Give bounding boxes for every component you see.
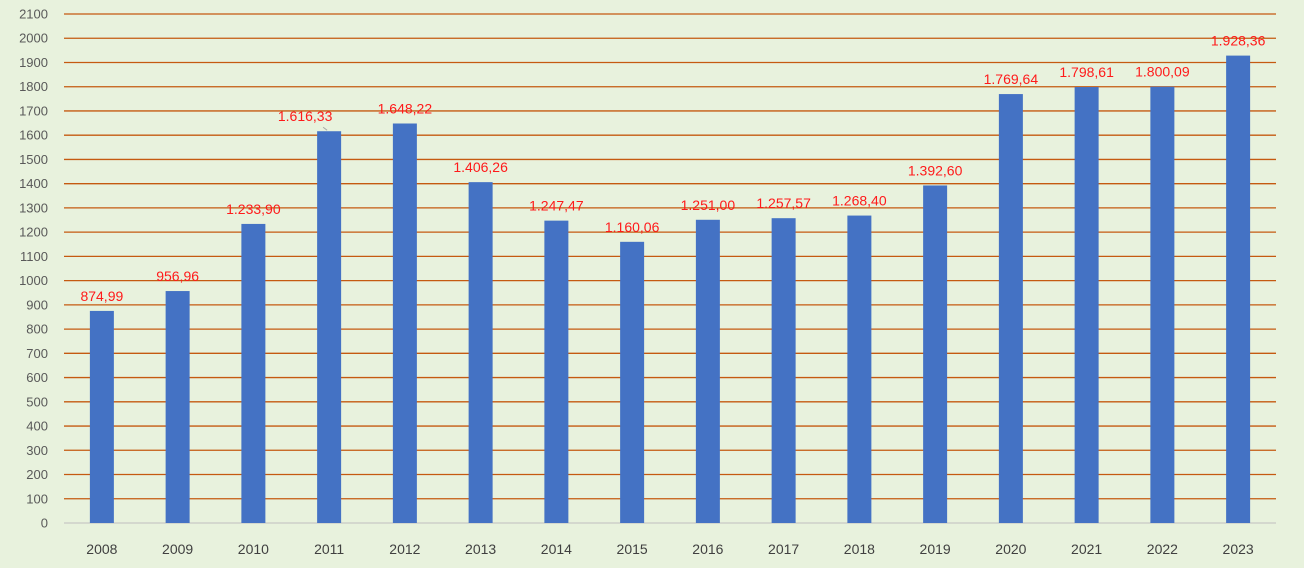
x-axis: 2008 2009 2010 2011 2012 2013 2014 2015 2016 2017… [86, 541, 1254, 557]
y-tick-label: 1400 [19, 176, 48, 191]
bars [89, 55, 1251, 524]
bar-2015 [620, 241, 645, 523]
data-label-2013: 1.406,26 [453, 159, 508, 175]
data-label-2019: 1.392,60 [908, 162, 963, 178]
bar-2021 [1074, 87, 1099, 523]
x-tick-label: 2012 [389, 541, 420, 557]
data-label-2023: 1.928,36 [1211, 33, 1266, 49]
y-tick-label: 400 [26, 419, 48, 434]
data-label-2022: 1.800,09 [1135, 64, 1190, 80]
bar-2013 [468, 182, 493, 524]
y-axis: 0 100 200 300 400 500 600 700 800 900 1000 1100 1200… [19, 7, 48, 531]
bar-2011 [317, 131, 342, 523]
x-tick-label: 2010 [238, 541, 269, 557]
data-label-2014: 1.247,47 [529, 198, 584, 214]
y-tick-label: 1100 [20, 249, 48, 264]
y-tick-label: 100 [26, 491, 48, 506]
y-tick-label: 300 [26, 443, 48, 458]
bar-2022 [1150, 86, 1175, 523]
x-tick-label: 2009 [162, 541, 193, 557]
y-tick-label: 900 [26, 297, 48, 312]
y-tick-label: 200 [26, 467, 48, 482]
x-tick-label: 2011 [314, 541, 344, 557]
data-label-2020: 1.769,64 [984, 71, 1039, 87]
x-tick-label: 2014 [541, 541, 572, 557]
bar-2019 [923, 185, 948, 524]
leader-line [322, 126, 328, 131]
x-tick-label: 2016 [692, 541, 723, 557]
bar-2016 [695, 219, 720, 523]
y-tick-label: 1600 [19, 128, 48, 143]
y-tick-label: 600 [26, 370, 48, 385]
x-tick-label: 2018 [844, 541, 875, 557]
x-tick-label: 2023 [1223, 541, 1254, 557]
x-tick-label: 2008 [86, 541, 117, 557]
y-tick-label: 1300 [19, 200, 48, 215]
y-tick-label: 1200 [19, 225, 48, 240]
data-label-2008: 874,99 [80, 288, 123, 304]
gridlines [64, 13, 1276, 524]
y-tick-label: 0 [41, 516, 48, 531]
bar-2017 [771, 218, 796, 524]
y-tick-label: 1500 [19, 152, 48, 167]
bar-2023 [1226, 55, 1251, 524]
x-tick-label: 2022 [1147, 541, 1178, 557]
y-tick-label: 700 [26, 346, 48, 361]
data-label-2021: 1.798,61 [1059, 64, 1114, 80]
y-tick-label: 1800 [19, 79, 48, 94]
bar-2020 [998, 94, 1023, 524]
data-label-2018: 1.268,40 [832, 193, 887, 209]
data-label-2009: 956,96 [156, 268, 199, 284]
bar-2010 [241, 223, 266, 523]
y-tick-label: 1700 [19, 103, 48, 118]
bar-2014 [544, 220, 569, 524]
data-label-2015: 1.160,06 [605, 219, 660, 235]
y-tick-label: 800 [26, 322, 48, 337]
y-tick-label: 2000 [19, 31, 48, 46]
y-tick-label: 500 [26, 394, 48, 409]
y-tick-label: 2100 [19, 7, 48, 22]
x-tick-label: 2019 [920, 541, 951, 557]
bar-2012 [392, 123, 417, 523]
x-tick-label: 2015 [617, 541, 648, 557]
data-label-2017: 1.257,57 [756, 195, 811, 211]
bar-2009 [165, 291, 190, 523]
x-tick-label: 2013 [465, 541, 496, 557]
data-label-2016: 1.251,00 [681, 197, 736, 213]
data-label-2010: 1.233,90 [226, 201, 281, 217]
data-label-2012: 1.648,22 [378, 101, 433, 117]
y-tick-label: 1900 [19, 55, 48, 70]
data-label-2011: 1.616,33 [278, 108, 333, 124]
y-tick-label: 1000 [19, 273, 48, 288]
x-tick-label: 2020 [995, 541, 1026, 557]
data-labels: 874,99 956,96 1.233,90 1.616,33 1.648,22 1.40… [80, 33, 1265, 304]
bar-2008 [89, 310, 114, 523]
x-tick-label: 2021 [1071, 541, 1102, 557]
x-tick-label: 2017 [768, 541, 799, 557]
bar-2018 [847, 215, 872, 523]
